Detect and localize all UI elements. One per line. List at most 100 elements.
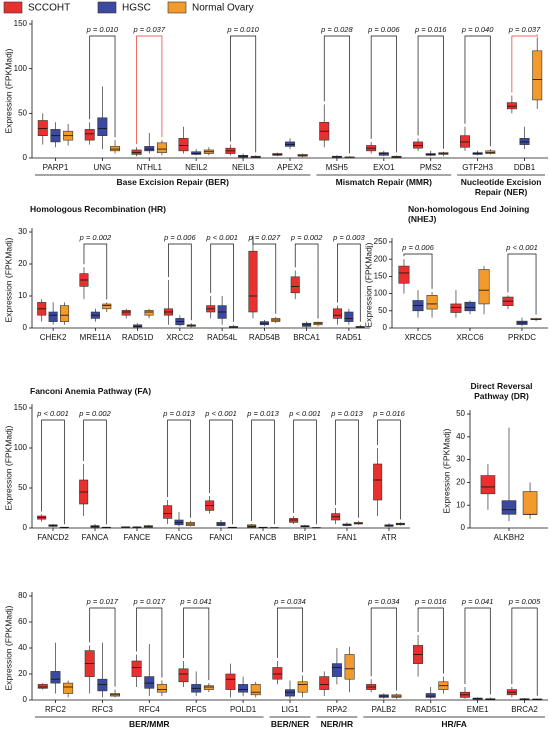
box	[131, 149, 142, 155]
box	[478, 269, 490, 305]
box	[506, 102, 517, 110]
box	[378, 152, 389, 156]
significance-bracket	[136, 35, 163, 145]
x-tick-label: ATR	[381, 533, 397, 542]
significance-bracket	[41, 419, 65, 525]
x-tick-label: POLD1	[230, 705, 257, 714]
box	[133, 324, 143, 328]
box	[50, 671, 61, 684]
box	[203, 685, 214, 690]
significance-bracket	[370, 607, 397, 691]
x-tick-label: RAD51	[336, 333, 362, 342]
panel-title: Direct Reversal Pathway (DR)	[470, 381, 533, 401]
p-value: p = 0.041	[461, 597, 494, 606]
significance-bracket	[209, 419, 233, 525]
legend-swatch	[97, 1, 117, 14]
y-tick-label: 0	[23, 323, 28, 332]
y-tick-label: 50	[18, 483, 27, 492]
p-value: p = 0.010	[86, 25, 119, 34]
significance-bracket	[167, 419, 191, 518]
significance-bracket	[83, 419, 107, 525]
box	[331, 663, 342, 677]
panel-title: Homologous Recombination (HR)	[30, 204, 166, 214]
box	[121, 310, 131, 316]
significance-bracket	[511, 34, 538, 93]
significance-bracket	[417, 35, 444, 149]
y-tick-label: 0	[23, 153, 28, 162]
box	[485, 150, 496, 154]
x-tick-label: EXO1	[373, 163, 395, 172]
significance-bracket	[83, 243, 108, 300]
p-value: p = 0.005	[508, 597, 541, 606]
p-value: p = 0.002	[79, 233, 112, 242]
box	[344, 654, 355, 680]
p-value: p = 0.034	[367, 597, 400, 606]
x-tick-label: DDB1	[514, 163, 536, 172]
x-tick-label: RAD54L	[207, 333, 238, 342]
p-value: p = 0.037	[508, 25, 541, 34]
significance-bracket	[89, 607, 116, 687]
significance-bracket	[294, 243, 319, 319]
box	[60, 305, 70, 322]
significance-bracket	[403, 253, 433, 289]
y-tick-label: 10	[456, 500, 465, 509]
p-value: p = 0.006	[367, 25, 400, 34]
y-tick-label: 50	[18, 108, 27, 117]
box	[459, 135, 470, 148]
box	[344, 311, 354, 322]
p-value: p < 0.001	[36, 409, 69, 418]
x-tick-label: PALB2	[372, 705, 397, 714]
x-tick-label: UNG	[93, 163, 111, 172]
y-axis-label: Expression (FPKMadj)	[441, 428, 451, 513]
x-tick-label: BRIP1	[293, 533, 317, 542]
p-value: p = 0.013	[162, 409, 195, 418]
significance-bracket	[168, 243, 192, 321]
y-tick-label: 50	[378, 306, 387, 315]
box	[110, 146, 121, 152]
p-value: p = 0.017	[133, 597, 166, 606]
box	[102, 303, 112, 310]
x-tick-label: RPA2	[327, 705, 348, 714]
box	[37, 120, 48, 136]
box	[297, 681, 308, 693]
x-tick-label: RFC3	[92, 705, 113, 714]
box	[425, 693, 436, 698]
y-tick-label: 30	[456, 455, 465, 464]
x-tick-label: RFC5	[186, 705, 207, 714]
p-value: p < 0.001	[205, 233, 238, 242]
significance-bracket	[337, 243, 361, 322]
y-tick-label: 20	[18, 669, 27, 678]
y-tick-label: 60	[18, 617, 27, 626]
y-axis-label: Expression (FPKMadj)	[363, 242, 373, 327]
box	[464, 301, 476, 312]
box	[191, 151, 202, 155]
group-label: NER/HR	[320, 719, 354, 729]
p-value: p = 0.013	[330, 409, 363, 418]
x-tick-label: FANCE	[124, 533, 151, 542]
p-value: p < 0.001	[288, 409, 321, 418]
x-tick-label: RAD51D	[122, 333, 154, 342]
x-tick-label: GTF2H3	[462, 163, 493, 172]
box	[178, 138, 189, 152]
p-value: p = 0.016	[414, 25, 447, 34]
significance-bracket	[230, 35, 257, 153]
legend-swatch	[3, 1, 23, 14]
x-tick-label: PARP1	[43, 163, 69, 172]
y-axis-label: Expression (FPKMadj)	[3, 605, 13, 690]
box	[156, 142, 167, 153]
significance-bracket	[323, 35, 350, 154]
x-tick-label: FANCG	[165, 533, 193, 542]
box	[131, 660, 142, 677]
legend-label: SCCOHT	[28, 3, 70, 14]
box	[97, 117, 108, 136]
significance-bracket	[276, 607, 304, 673]
box	[480, 475, 496, 495]
p-value: p = 0.037	[133, 25, 166, 34]
group-label: BER/NER	[270, 719, 310, 729]
p-value: p = 0.028	[320, 25, 353, 34]
box	[63, 682, 74, 694]
y-tick-label: 40	[456, 432, 465, 441]
x-tick-label: MRE11A	[80, 333, 112, 342]
box	[225, 673, 236, 690]
